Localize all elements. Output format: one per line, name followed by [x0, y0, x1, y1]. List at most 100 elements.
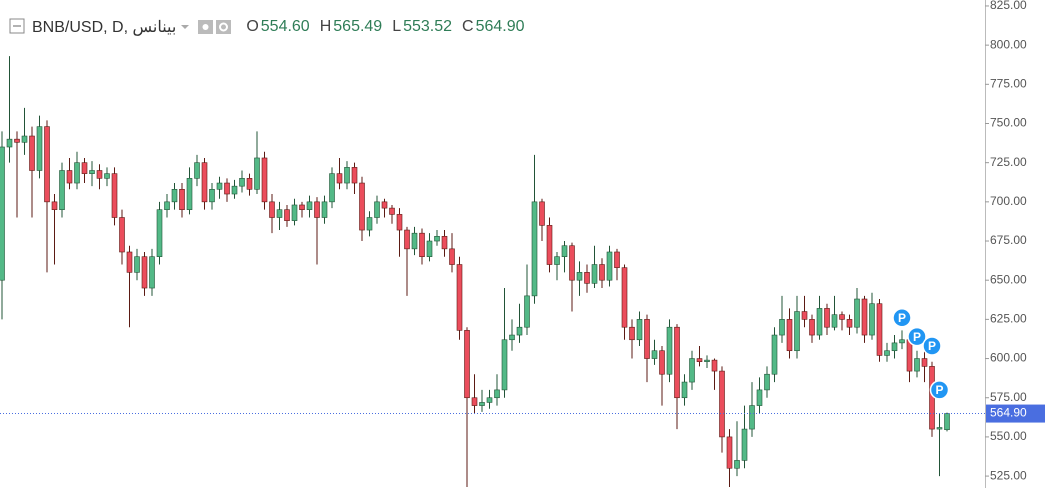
candle-body	[591, 264, 598, 284]
candle-body	[779, 319, 785, 336]
last-price-tag	[986, 404, 1045, 423]
marker	[892, 308, 912, 328]
candle-body	[509, 334, 515, 341]
candle-body	[224, 182, 230, 195]
y-tick-label: 600.00	[990, 351, 1027, 365]
candle-body	[839, 314, 845, 320]
candle-body	[299, 204, 305, 210]
candle-body	[194, 162, 200, 179]
y-tick-label: 525.00	[990, 468, 1027, 482]
marker-label: P	[928, 339, 936, 353]
candle-body	[501, 339, 508, 391]
candle-body	[944, 413, 950, 431]
candle-body	[261, 157, 268, 203]
dropdown[interactable]	[176, 17, 196, 37]
candle-body	[494, 389, 500, 399]
candle-body	[524, 295, 530, 328]
ohlc-key: H	[319, 18, 332, 35]
candle-body	[441, 236, 448, 250]
candle-body	[254, 157, 260, 190]
ohlc-key: L	[392, 18, 402, 35]
candle-body	[681, 381, 688, 399]
candle-body	[344, 167, 350, 184]
candle-body	[411, 232, 418, 250]
candle-body	[314, 201, 320, 218]
candle-body	[756, 389, 763, 406]
ohlc-value: 553.52	[403, 18, 453, 35]
y-tick-label: 800.00	[990, 37, 1027, 51]
candle-body	[389, 207, 395, 215]
candle-body	[321, 201, 328, 218]
y-tick-label: 550.00	[990, 429, 1027, 443]
candle-body	[561, 245, 568, 257]
candle-body	[149, 256, 155, 289]
candle-body	[861, 298, 868, 336]
candle-body	[569, 245, 575, 281]
candle-body	[306, 201, 313, 210]
symbol: BNB/USD, D, بينانس	[32, 19, 177, 36]
candle-body	[434, 236, 440, 242]
candle-body	[629, 326, 635, 341]
candle-body	[734, 460, 740, 469]
marker-label: P	[935, 383, 943, 397]
candle-body	[486, 397, 493, 403]
candle-body	[621, 267, 628, 328]
candle-body	[599, 264, 605, 281]
candle-body	[186, 178, 193, 210]
candle-body	[794, 311, 800, 352]
candle-body	[666, 326, 673, 375]
candle-body	[711, 359, 718, 372]
candle-body	[36, 126, 43, 171]
candle-body	[936, 427, 943, 430]
candle-body	[329, 173, 335, 203]
candle-body	[21, 135, 28, 143]
candle-body	[6, 138, 13, 148]
candle-body	[786, 319, 793, 352]
candle-body	[846, 319, 853, 328]
marker	[922, 336, 942, 356]
candle-body	[96, 170, 103, 179]
candle-body	[351, 167, 358, 184]
candle-body	[14, 138, 20, 143]
candle-body	[359, 182, 365, 231]
candle-body	[741, 428, 748, 461]
candle-body	[809, 319, 815, 336]
candle-body	[584, 272, 590, 284]
candle-body	[134, 256, 140, 273]
candle-body	[651, 350, 658, 359]
candle-body	[831, 314, 838, 328]
ohlc-value: 565.49	[333, 18, 383, 35]
collapse-button[interactable]	[8, 17, 30, 37]
candle-body	[104, 173, 110, 179]
candle-body	[614, 251, 620, 268]
candle-body	[111, 173, 118, 218]
candle-body	[899, 339, 905, 344]
y-tick-label: 675.00	[990, 233, 1027, 247]
candle-body	[426, 240, 433, 257]
candle-body	[554, 256, 560, 265]
candle-body	[464, 330, 470, 399]
eye-settings-icons[interactable]	[196, 17, 236, 37]
candle-body	[801, 311, 808, 320]
y-tick-label: 750.00	[990, 116, 1027, 130]
y-tick-label: 775.00	[990, 76, 1027, 90]
candle-body	[719, 370, 725, 438]
candle-body	[201, 162, 208, 203]
candle-body	[216, 182, 223, 190]
candle-body	[209, 189, 215, 203]
candle-body	[366, 217, 373, 231]
candle-body	[479, 402, 485, 406]
candle-body	[246, 178, 253, 190]
ohlc-values: O 554.60 H 565.49 L 553.52 C 564.90	[246, 18, 534, 36]
y-tick-label: 700.00	[990, 194, 1027, 208]
candle-body	[771, 334, 778, 375]
candle-body	[854, 298, 860, 328]
ohlc-value: 564.90	[475, 18, 525, 35]
candle-body	[291, 204, 298, 221]
candle-body	[644, 319, 650, 359]
y-tick-label: 625.00	[990, 312, 1027, 326]
candle-body	[696, 358, 703, 362]
candle-body	[884, 350, 890, 356]
candle-body	[59, 170, 65, 210]
